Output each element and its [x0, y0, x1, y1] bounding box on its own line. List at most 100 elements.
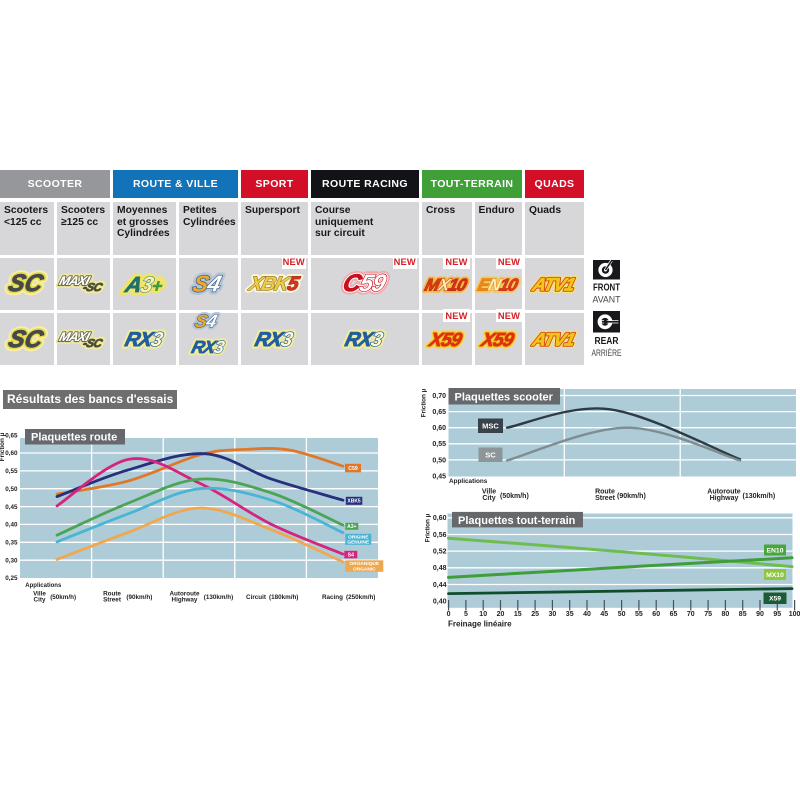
svg-text:C59: C59: [340, 270, 389, 297]
svg-text:0,70: 0,70: [432, 393, 446, 400]
svg-text:0,65: 0,65: [432, 409, 446, 416]
svg-text:0,30: 0,30: [5, 557, 18, 564]
svg-text:ORGANIQUE: ORGANIQUE: [350, 561, 380, 567]
svg-text:S4: S4: [193, 311, 219, 331]
svg-text:X59: X59: [426, 330, 464, 351]
svg-text:Plaquettes route: Plaquettes route: [31, 432, 117, 444]
svg-text:X59: X59: [478, 330, 516, 351]
svg-text:(90km/h): (90km/h): [617, 493, 646, 500]
svg-text:ORGANIC: ORGANIC: [353, 567, 376, 573]
svg-text:Applications: Applications: [449, 478, 488, 485]
svg-text:X59: X59: [478, 330, 516, 351]
svg-text:100: 100: [789, 611, 800, 618]
svg-text:Friction µ: Friction µ: [0, 432, 6, 461]
svg-text:Autoroute: Autoroute: [169, 591, 200, 598]
svg-text:X59: X59: [769, 596, 781, 603]
svg-text:95: 95: [773, 611, 781, 618]
svg-text:MAXI: MAXI: [57, 329, 91, 344]
svg-text:0,45: 0,45: [432, 473, 446, 480]
svg-text:75: 75: [704, 611, 712, 618]
svg-text:0,60: 0,60: [5, 450, 18, 457]
svg-text:S4: S4: [190, 271, 224, 297]
svg-text:S4: S4: [348, 552, 354, 558]
svg-text:0,44: 0,44: [433, 582, 447, 589]
svg-text:0,40: 0,40: [5, 522, 18, 529]
svg-text:Street: Street: [103, 597, 122, 604]
svg-text:80: 80: [722, 611, 730, 618]
svg-text:RX3: RX3: [252, 329, 295, 351]
svg-text:ATV1: ATV1: [529, 329, 577, 350]
svg-text:25: 25: [531, 611, 539, 618]
svg-text:A3+: A3+: [347, 524, 356, 530]
svg-text:SC: SC: [6, 271, 46, 298]
svg-text:MX10: MX10: [422, 275, 469, 295]
svg-text:MX10: MX10: [766, 572, 784, 579]
svg-text:0,65: 0,65: [5, 432, 18, 439]
svg-text:Plaquettes tout-terrain: Plaquettes tout-terrain: [458, 515, 576, 527]
svg-text:0,52: 0,52: [433, 549, 447, 556]
svg-text:90: 90: [756, 611, 764, 618]
svg-text:MAXI: MAXI: [57, 329, 91, 344]
svg-text:FRONT: FRONT: [593, 283, 620, 294]
svg-text:85: 85: [739, 611, 747, 618]
svg-text:XBK5: XBK5: [246, 273, 302, 295]
svg-text:ATV1: ATV1: [529, 329, 577, 350]
svg-text:Friction µ: Friction µ: [421, 388, 428, 417]
svg-text:0,50: 0,50: [5, 486, 18, 493]
svg-text:15: 15: [514, 611, 522, 618]
svg-text:Street: Street: [595, 495, 616, 502]
svg-text:-SC: -SC: [81, 337, 104, 350]
svg-text:Autoroute: Autoroute: [707, 489, 741, 496]
svg-text:0,55: 0,55: [432, 441, 446, 448]
svg-text:Applications: Applications: [25, 583, 62, 589]
svg-text:EN10: EN10: [766, 547, 783, 554]
svg-text:Route: Route: [595, 489, 615, 496]
svg-text:(130km/h): (130km/h): [743, 493, 776, 500]
svg-text:City: City: [34, 597, 46, 604]
svg-text:45: 45: [600, 611, 608, 618]
svg-text:ARRIÈRE: ARRIÈRE: [592, 348, 622, 359]
svg-text:5: 5: [464, 611, 468, 618]
svg-text:65: 65: [670, 611, 678, 618]
svg-text:10: 10: [479, 611, 487, 618]
svg-text:MSC: MSC: [482, 421, 499, 430]
svg-text:(180km/h): (180km/h): [269, 594, 298, 601]
svg-text:XBK5: XBK5: [246, 273, 302, 295]
svg-text:0,25: 0,25: [5, 575, 18, 582]
svg-text:(130km/h): (130km/h): [204, 594, 233, 601]
svg-text:20: 20: [497, 611, 505, 618]
svg-text:0,56: 0,56: [433, 532, 447, 539]
svg-text:Route: Route: [103, 591, 121, 598]
svg-text:Freinage linéaire: Freinage linéaire: [448, 620, 512, 629]
svg-text:50: 50: [618, 611, 626, 618]
svg-text:60: 60: [652, 611, 660, 618]
svg-text:RX3: RX3: [190, 337, 227, 357]
svg-text:AVANT: AVANT: [593, 295, 621, 306]
svg-text:GENUINE: GENUINE: [347, 540, 370, 546]
svg-text:C59: C59: [340, 270, 389, 297]
svg-text:Racing: Racing: [322, 594, 343, 601]
svg-text:EN10: EN10: [475, 275, 520, 295]
svg-text:Ville: Ville: [482, 489, 496, 496]
svg-text:ATV1: ATV1: [529, 274, 577, 295]
svg-text:City: City: [482, 495, 495, 502]
svg-text:Highway: Highway: [172, 597, 198, 604]
svg-text:70: 70: [687, 611, 695, 618]
svg-text:(50km/h): (50km/h): [500, 493, 529, 500]
svg-text:SC: SC: [485, 450, 496, 459]
svg-text:ATV1: ATV1: [529, 274, 577, 295]
svg-text:0,45: 0,45: [5, 504, 18, 511]
svg-text:0,55: 0,55: [5, 468, 18, 475]
svg-text:(90km/h): (90km/h): [126, 594, 152, 601]
svg-text:0,40: 0,40: [433, 599, 447, 606]
svg-text:MAXI: MAXI: [57, 273, 91, 288]
svg-text:ORIGINE: ORIGINE: [348, 534, 369, 540]
svg-text:Circuit: Circuit: [246, 594, 267, 601]
svg-text:ATV1: ATV1: [529, 329, 577, 350]
svg-text:0,48: 0,48: [433, 565, 447, 572]
svg-text:(250km/h): (250km/h): [346, 594, 375, 601]
svg-text:0,60: 0,60: [433, 515, 447, 522]
svg-text:X59: X59: [426, 330, 464, 351]
svg-text:A3+: A3+: [121, 272, 165, 297]
svg-text:C59: C59: [348, 466, 358, 472]
